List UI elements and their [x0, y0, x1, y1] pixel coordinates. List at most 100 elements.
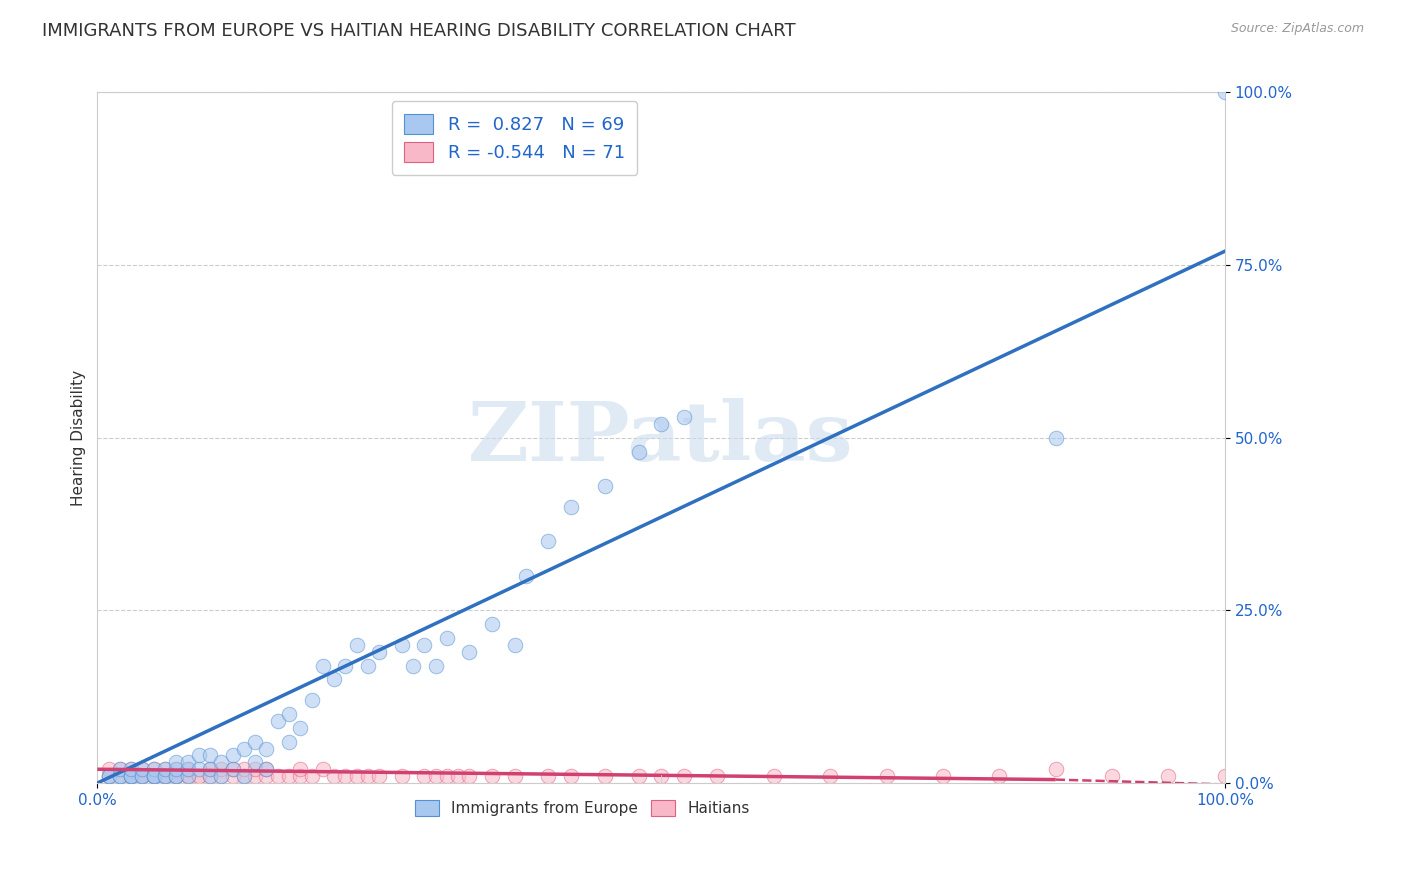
- Point: [650, 417, 672, 431]
- Point: [245, 769, 267, 783]
- Point: [131, 762, 153, 776]
- Point: [165, 769, 187, 783]
- Point: [402, 658, 425, 673]
- Point: [209, 756, 232, 770]
- Point: [165, 762, 187, 776]
- Point: [153, 769, 176, 783]
- Point: [627, 444, 650, 458]
- Point: [245, 734, 267, 748]
- Point: [198, 769, 221, 783]
- Point: [221, 762, 243, 776]
- Point: [176, 762, 198, 776]
- Point: [176, 769, 198, 783]
- Point: [503, 638, 526, 652]
- Point: [481, 617, 503, 632]
- Text: IMMIGRANTS FROM EUROPE VS HAITIAN HEARING DISABILITY CORRELATION CHART: IMMIGRANTS FROM EUROPE VS HAITIAN HEARIN…: [42, 22, 796, 40]
- Point: [221, 769, 243, 783]
- Point: [346, 638, 368, 652]
- Point: [312, 762, 335, 776]
- Point: [232, 741, 254, 756]
- Point: [593, 479, 616, 493]
- Point: [335, 658, 357, 673]
- Point: [290, 721, 312, 735]
- Point: [627, 769, 650, 783]
- Point: [198, 769, 221, 783]
- Point: [672, 409, 695, 424]
- Point: [256, 762, 278, 776]
- Point: [165, 769, 187, 783]
- Point: [1045, 762, 1067, 776]
- Point: [458, 769, 481, 783]
- Point: [165, 769, 187, 783]
- Point: [108, 769, 131, 783]
- Point: [267, 769, 290, 783]
- Point: [176, 769, 198, 783]
- Point: [335, 769, 357, 783]
- Point: [346, 769, 368, 783]
- Point: [131, 769, 153, 783]
- Point: [818, 769, 841, 783]
- Point: [876, 769, 898, 783]
- Point: [256, 741, 278, 756]
- Point: [120, 769, 142, 783]
- Point: [131, 769, 153, 783]
- Point: [515, 569, 537, 583]
- Point: [232, 762, 254, 776]
- Point: [165, 756, 187, 770]
- Point: [537, 534, 560, 549]
- Point: [120, 769, 142, 783]
- Point: [153, 762, 176, 776]
- Point: [436, 769, 458, 783]
- Point: [221, 748, 243, 763]
- Text: Source: ZipAtlas.com: Source: ZipAtlas.com: [1230, 22, 1364, 36]
- Point: [232, 769, 254, 783]
- Point: [142, 762, 165, 776]
- Point: [209, 769, 232, 783]
- Point: [165, 769, 187, 783]
- Point: [672, 769, 695, 783]
- Point: [187, 769, 209, 783]
- Point: [537, 769, 560, 783]
- Text: ZIPatlas: ZIPatlas: [468, 398, 853, 478]
- Point: [301, 693, 323, 707]
- Point: [278, 706, 301, 721]
- Point: [142, 769, 165, 783]
- Y-axis label: Hearing Disability: Hearing Disability: [72, 369, 86, 506]
- Point: [932, 769, 955, 783]
- Point: [142, 769, 165, 783]
- Point: [153, 769, 176, 783]
- Point: [176, 769, 198, 783]
- Point: [1157, 769, 1180, 783]
- Point: [198, 762, 221, 776]
- Point: [142, 769, 165, 783]
- Point: [187, 769, 209, 783]
- Point: [425, 658, 447, 673]
- Point: [153, 762, 176, 776]
- Point: [278, 734, 301, 748]
- Point: [267, 714, 290, 728]
- Point: [256, 769, 278, 783]
- Point: [312, 658, 335, 673]
- Point: [153, 769, 176, 783]
- Point: [357, 769, 380, 783]
- Point: [142, 769, 165, 783]
- Point: [198, 748, 221, 763]
- Point: [278, 769, 301, 783]
- Point: [413, 769, 436, 783]
- Point: [593, 769, 616, 783]
- Point: [176, 756, 198, 770]
- Point: [368, 645, 391, 659]
- Point: [131, 762, 153, 776]
- Point: [323, 769, 346, 783]
- Point: [988, 769, 1011, 783]
- Point: [245, 762, 267, 776]
- Point: [108, 769, 131, 783]
- Point: [131, 769, 153, 783]
- Point: [1213, 86, 1236, 100]
- Point: [481, 769, 503, 783]
- Point: [368, 769, 391, 783]
- Point: [1101, 769, 1123, 783]
- Point: [425, 769, 447, 783]
- Point: [391, 638, 413, 652]
- Legend: Immigrants from Europe, Haitians: Immigrants from Europe, Haitians: [408, 792, 758, 823]
